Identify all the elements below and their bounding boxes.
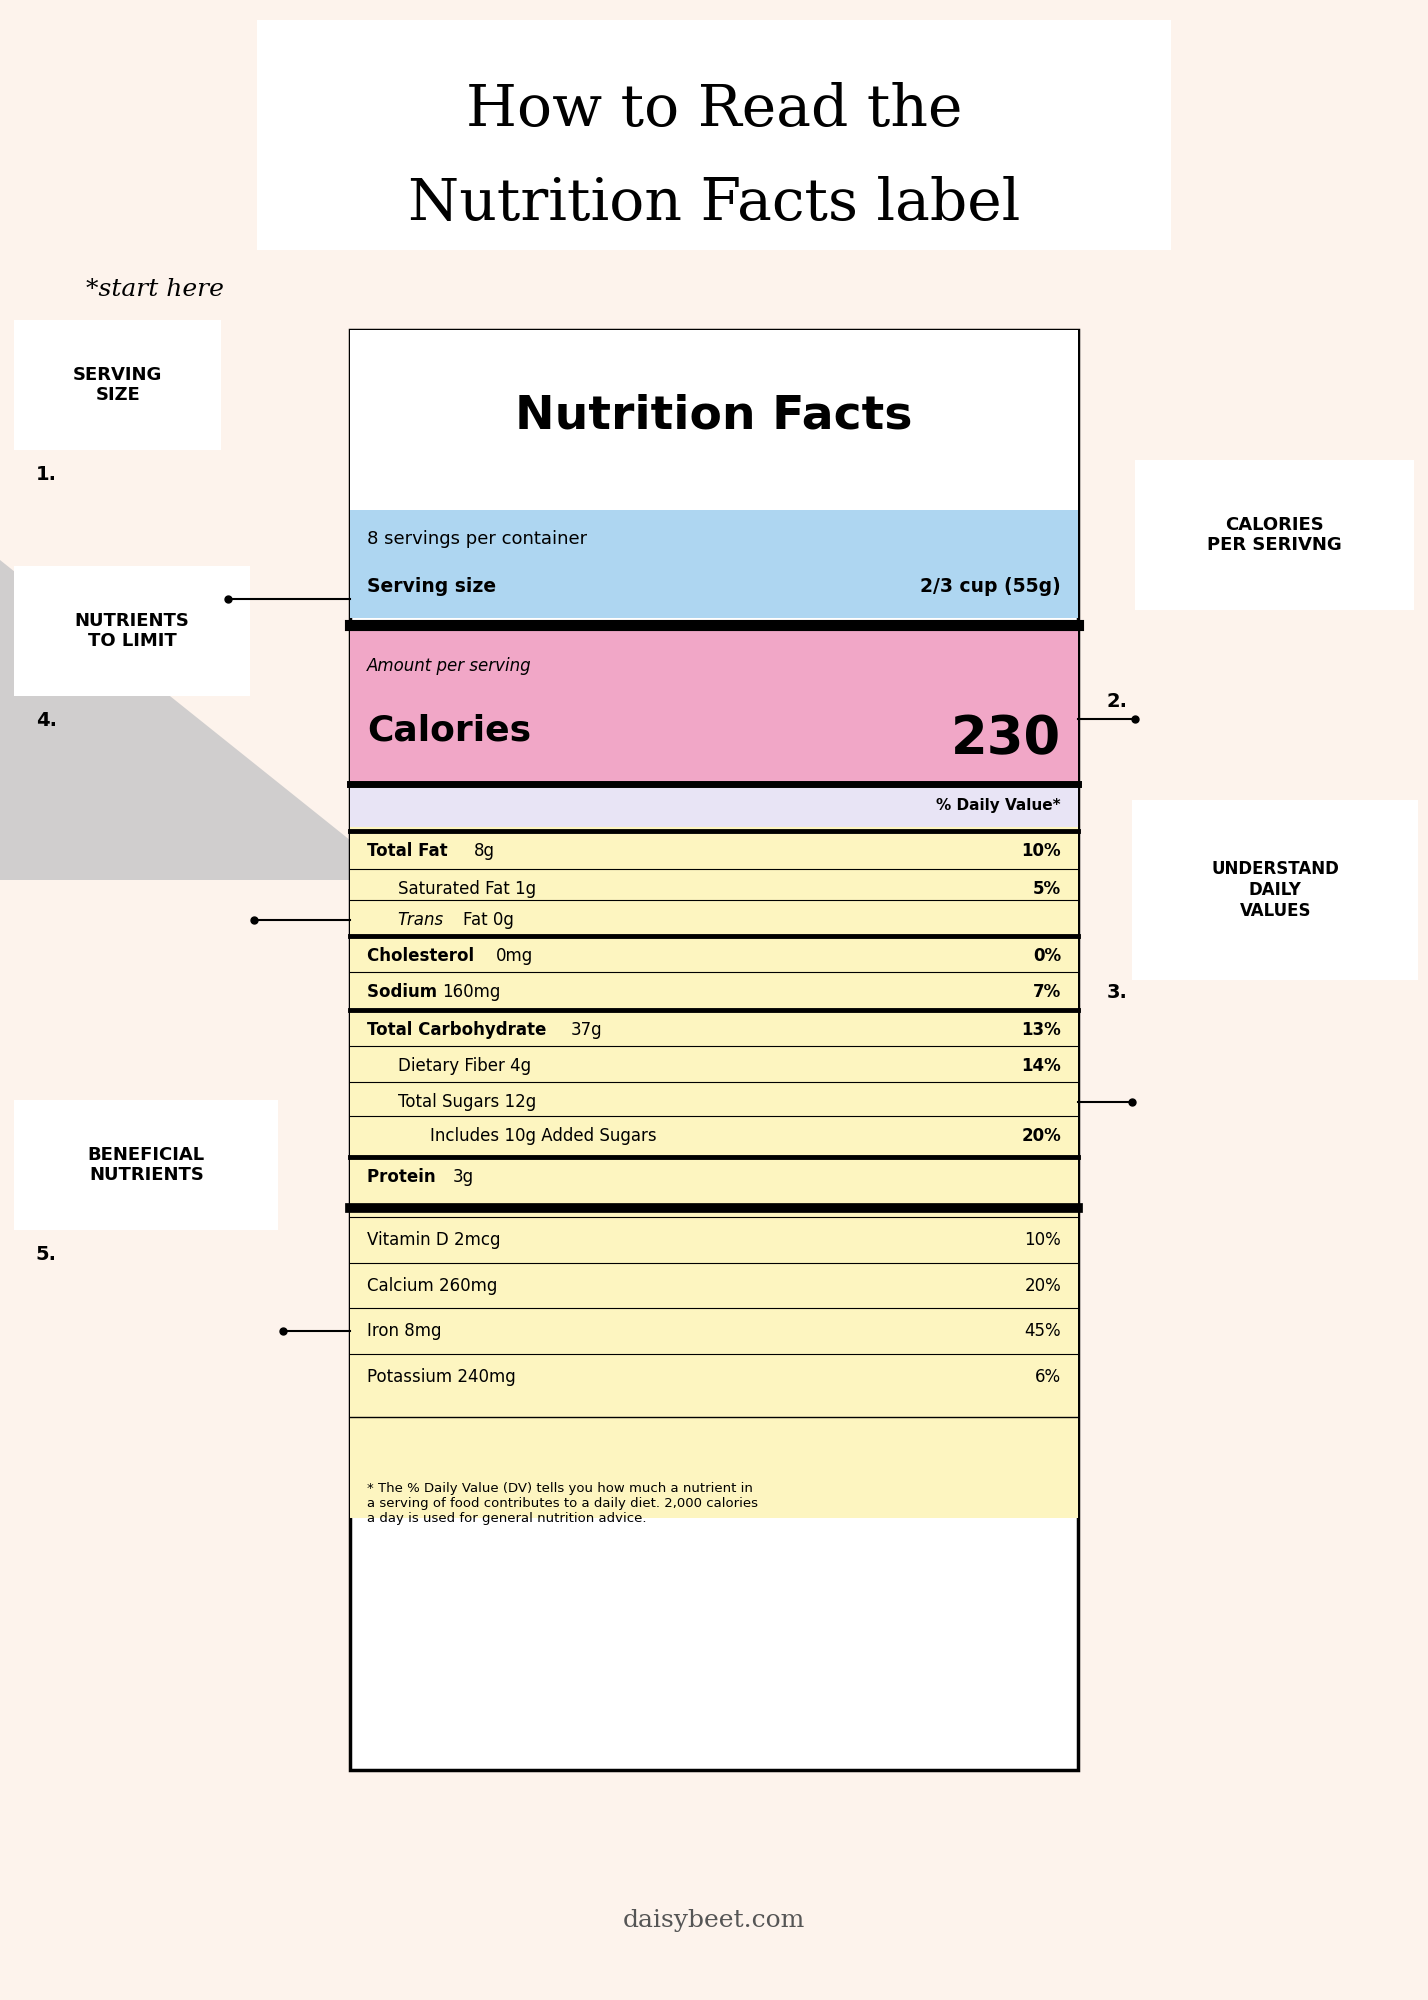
Text: Fat 0g: Fat 0g [463, 912, 514, 930]
Text: Protein: Protein [367, 1168, 441, 1186]
Text: 5%: 5% [1032, 880, 1061, 898]
Polygon shape [0, 560, 400, 880]
FancyBboxPatch shape [1132, 800, 1418, 980]
FancyBboxPatch shape [350, 826, 1078, 1418]
Text: Calories: Calories [367, 714, 531, 748]
Text: 230: 230 [951, 712, 1061, 764]
Text: Includes 10g Added Sugars: Includes 10g Added Sugars [430, 1128, 657, 1146]
FancyBboxPatch shape [257, 20, 1171, 250]
Text: 1.: 1. [36, 464, 57, 484]
Text: 3g: 3g [453, 1168, 474, 1186]
Text: % Daily Value*: % Daily Value* [937, 798, 1061, 812]
Text: Potassium 240mg: Potassium 240mg [367, 1368, 516, 1386]
Text: 4.: 4. [36, 710, 57, 730]
Text: NUTRIENTS
TO LIMIT: NUTRIENTS TO LIMIT [74, 612, 190, 650]
Text: Calcium 260mg: Calcium 260mg [367, 1278, 497, 1296]
Text: 8g: 8g [474, 842, 496, 860]
FancyBboxPatch shape [350, 1208, 1078, 1518]
Text: Serving size: Serving size [367, 576, 496, 596]
FancyBboxPatch shape [350, 784, 1078, 826]
Text: 14%: 14% [1021, 1056, 1061, 1074]
Text: Total Carbohydrate: Total Carbohydrate [367, 1020, 553, 1038]
Text: 7%: 7% [1032, 984, 1061, 1002]
Text: 37g: 37g [571, 1020, 603, 1038]
FancyBboxPatch shape [14, 1100, 278, 1230]
Text: Nutrition Facts label: Nutrition Facts label [408, 176, 1020, 232]
Text: 160mg: 160mg [443, 984, 500, 1002]
Polygon shape [400, 500, 643, 880]
Text: 0%: 0% [1032, 948, 1061, 966]
Text: CALORIES
PER SERIVNG: CALORIES PER SERIVNG [1207, 516, 1342, 554]
Text: 13%: 13% [1021, 1020, 1061, 1038]
Text: Amount per serving: Amount per serving [367, 656, 531, 674]
Text: 8 servings per container: 8 servings per container [367, 530, 587, 548]
Text: Trans: Trans [398, 912, 448, 930]
Text: How to Read the: How to Read the [466, 82, 962, 138]
FancyBboxPatch shape [1135, 460, 1414, 610]
Text: Total Fat: Total Fat [367, 842, 453, 860]
FancyBboxPatch shape [350, 626, 1078, 784]
Text: 20%: 20% [1024, 1278, 1061, 1296]
Text: 5.: 5. [36, 1244, 57, 1264]
FancyBboxPatch shape [350, 330, 1078, 1770]
Text: SERVING
SIZE: SERVING SIZE [73, 366, 163, 404]
Text: 2/3 cup (55g): 2/3 cup (55g) [920, 576, 1061, 596]
Text: 2.: 2. [1107, 692, 1128, 712]
Text: 10%: 10% [1024, 1232, 1061, 1250]
FancyBboxPatch shape [14, 566, 250, 696]
FancyBboxPatch shape [350, 510, 1078, 618]
Text: 0mg: 0mg [496, 948, 533, 966]
Text: 45%: 45% [1024, 1322, 1061, 1340]
Text: 10%: 10% [1021, 842, 1061, 860]
Text: Vitamin D 2mcg: Vitamin D 2mcg [367, 1232, 500, 1250]
Text: Sodium: Sodium [367, 984, 443, 1002]
Text: daisybeet.com: daisybeet.com [623, 1908, 805, 1932]
Text: 3.: 3. [1107, 982, 1128, 1002]
Text: Dietary Fiber 4g: Dietary Fiber 4g [398, 1056, 531, 1074]
Text: Saturated Fat 1g: Saturated Fat 1g [398, 880, 537, 898]
Text: Cholesterol: Cholesterol [367, 948, 480, 966]
Text: Nutrition Facts: Nutrition Facts [516, 394, 912, 438]
Text: 6%: 6% [1035, 1368, 1061, 1386]
Text: Total Sugars 12g: Total Sugars 12g [398, 1092, 537, 1110]
FancyBboxPatch shape [350, 330, 1078, 510]
Text: * The % Daily Value (DV) tells you how much a nutrient in
a serving of food cont: * The % Daily Value (DV) tells you how m… [367, 1482, 758, 1526]
Text: *start here: *start here [86, 278, 224, 302]
Text: 20%: 20% [1021, 1128, 1061, 1146]
Text: Iron 8mg: Iron 8mg [367, 1322, 441, 1340]
FancyBboxPatch shape [14, 320, 221, 450]
Text: BENEFICIAL
NUTRIENTS: BENEFICIAL NUTRIENTS [87, 1146, 206, 1184]
Text: UNDERSTAND
DAILY
VALUES: UNDERSTAND DAILY VALUES [1211, 860, 1339, 920]
